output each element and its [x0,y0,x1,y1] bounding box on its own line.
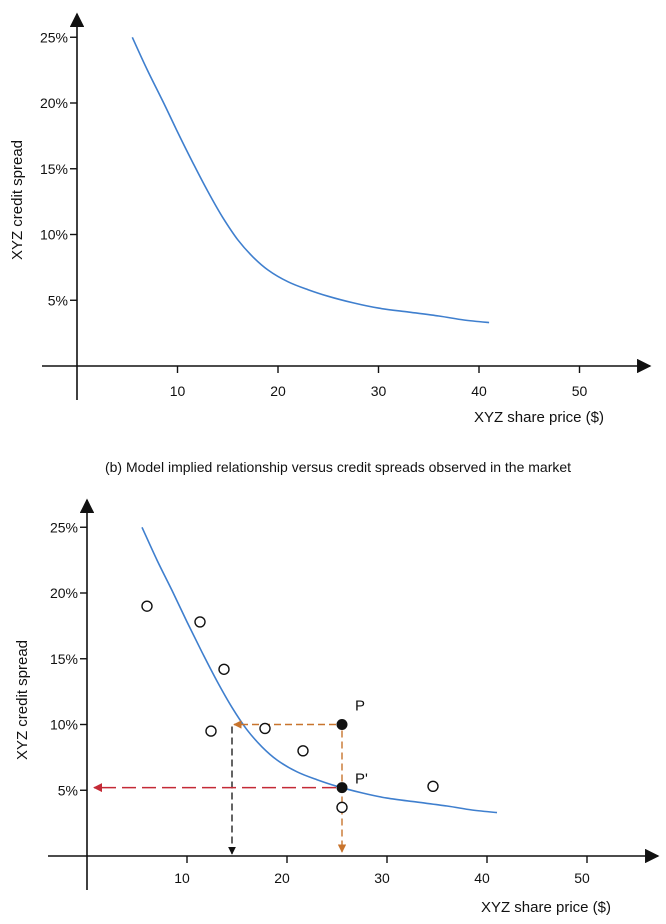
model-curve [141,526,498,814]
x-tick-label: 10 [174,870,190,886]
y-tick-label: 20% [50,585,78,601]
x-tick-label: 50 [574,870,590,886]
y-tick-label: 5% [48,292,68,308]
x-axis-title: XYZ share price ($) [481,899,611,916]
observed-point [427,780,439,793]
x-tick-label: 30 [371,383,387,399]
x-tick-label: 40 [474,870,490,886]
observed-point [205,725,217,737]
y-axis-title: XYZ credit spread [9,140,26,260]
observed-point [259,722,271,735]
observed-point [297,745,309,757]
point-p [336,719,348,730]
observed-point [218,663,230,675]
y-tick-label: 5% [58,782,78,798]
chart-a: 5% 10% 15% 20% 25% 10 20 30 40 50 XYZ credit spr… [9,12,652,426]
point-p-prime [336,782,348,794]
y-tick-label: 25% [40,29,68,45]
y-tick-label: 10% [40,227,68,243]
x-tick-label: 20 [270,383,286,399]
x-tick-label: 40 [471,383,487,399]
point-p-label: P [355,698,365,715]
observed-point [194,616,206,628]
chart-b: 5% 10% 15% 20% 25% 10 20 30 40 50 P P' XYZ credit… [14,498,660,916]
y-tick-label: 15% [50,651,78,667]
y-tick-label: 10% [50,717,78,733]
observed-point [141,600,153,612]
y-tick-label: 25% [50,519,78,535]
observed-point [336,801,348,814]
x-tick-label: 10 [170,383,186,399]
x-tick-label: 30 [374,870,390,886]
point-p-prime-label: P' [355,771,368,788]
chart-b-caption: (b) Model implied relationship versus cr… [105,459,571,475]
x-tick-label: 50 [572,383,588,399]
x-axis-title: XYZ share price ($) [474,409,604,426]
y-axis-title: XYZ credit spread [14,640,31,760]
y-tick-label: 15% [40,161,68,177]
y-tick-label: 20% [40,95,68,111]
x-tick-label: 20 [274,870,290,886]
model-curve [131,36,490,324]
